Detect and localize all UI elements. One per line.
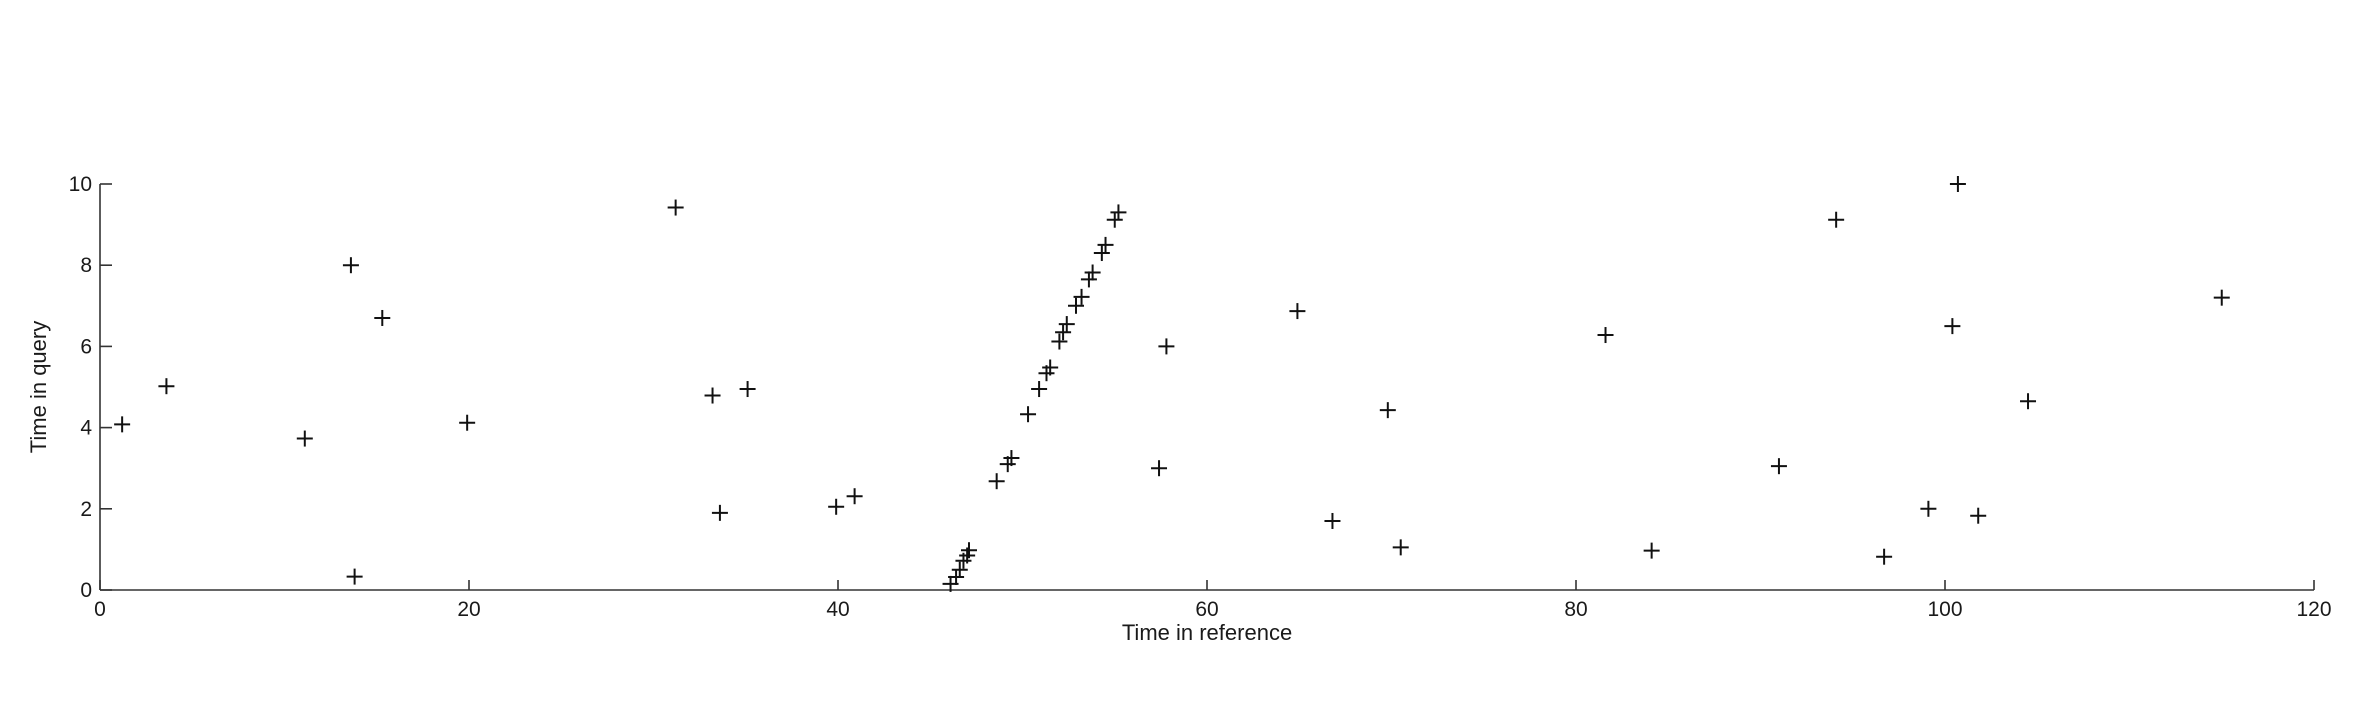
data-point bbox=[951, 561, 968, 578]
data-point bbox=[1770, 458, 1787, 475]
data-point bbox=[342, 257, 359, 274]
data-point bbox=[1110, 204, 1127, 221]
x-tick-label: 40 bbox=[826, 598, 849, 621]
data-point bbox=[1392, 539, 1409, 556]
x-tick-label: 20 bbox=[457, 598, 480, 621]
data-point bbox=[948, 569, 965, 586]
data-point bbox=[667, 199, 684, 216]
data-point bbox=[114, 416, 131, 433]
data-point bbox=[1068, 297, 1085, 314]
y-tick-label: 8 bbox=[80, 254, 92, 277]
data-point bbox=[1093, 245, 1110, 262]
data-point bbox=[1828, 211, 1845, 228]
data-point bbox=[1597, 327, 1614, 344]
data-point bbox=[1643, 542, 1660, 559]
data-point bbox=[1097, 236, 1114, 253]
data-point bbox=[846, 488, 863, 505]
data-point bbox=[1379, 402, 1396, 419]
data-point bbox=[1106, 211, 1123, 228]
data-point bbox=[1042, 359, 1059, 376]
data-point bbox=[988, 473, 1005, 490]
data-point bbox=[711, 504, 728, 521]
y-tick-label: 6 bbox=[80, 335, 92, 358]
x-axis-title: Time in reference bbox=[1122, 620, 1292, 645]
x-tick-label: 100 bbox=[1927, 598, 1962, 621]
data-point bbox=[1944, 318, 1961, 335]
y-axis-title: Time in query bbox=[26, 321, 51, 453]
y-tick-label: 4 bbox=[80, 417, 92, 440]
y-axis-ticks: 0 2 4 6 8 10 bbox=[69, 173, 112, 602]
data-point bbox=[1080, 271, 1097, 288]
x-tick-label: 120 bbox=[2296, 598, 2331, 621]
data-point bbox=[1949, 176, 1966, 192]
data-point bbox=[1151, 460, 1168, 477]
y-tick-label: 10 bbox=[69, 173, 92, 196]
data-point bbox=[2020, 393, 2037, 410]
data-point bbox=[1876, 548, 1893, 565]
data-point bbox=[1055, 324, 1072, 341]
y-tick-label: 0 bbox=[80, 579, 92, 602]
data-point bbox=[1003, 450, 1020, 467]
data-point bbox=[2213, 289, 2230, 306]
data-point bbox=[1084, 264, 1101, 281]
data-point bbox=[1158, 338, 1175, 355]
data-point bbox=[1073, 288, 1090, 305]
data-point bbox=[346, 568, 363, 585]
x-tick-label: 60 bbox=[1195, 598, 1218, 621]
data-point bbox=[704, 387, 721, 404]
data-point bbox=[1051, 333, 1068, 350]
data-point bbox=[739, 381, 756, 398]
data-point bbox=[1324, 512, 1341, 529]
data-point bbox=[296, 430, 313, 447]
scatter-points bbox=[114, 176, 2230, 592]
data-point bbox=[828, 498, 845, 515]
data-point bbox=[374, 309, 391, 326]
data-point bbox=[1031, 381, 1048, 398]
plot-area: 0 20 40 60 80 100 120 0 2 4 6 8 10 bbox=[69, 173, 2332, 621]
x-axis-ticks: 0 20 40 60 80 100 120 bbox=[94, 580, 2332, 621]
data-point bbox=[1020, 406, 1037, 423]
data-point bbox=[158, 378, 175, 395]
data-point bbox=[1970, 507, 1987, 524]
x-tick-label: 80 bbox=[1564, 598, 1587, 621]
data-point bbox=[1058, 316, 1075, 333]
data-point bbox=[1289, 303, 1306, 320]
y-tick-label: 2 bbox=[80, 498, 92, 521]
data-point bbox=[459, 414, 476, 431]
x-tick-label: 0 bbox=[94, 598, 106, 621]
data-point bbox=[1920, 500, 1937, 517]
data-point bbox=[960, 542, 977, 559]
